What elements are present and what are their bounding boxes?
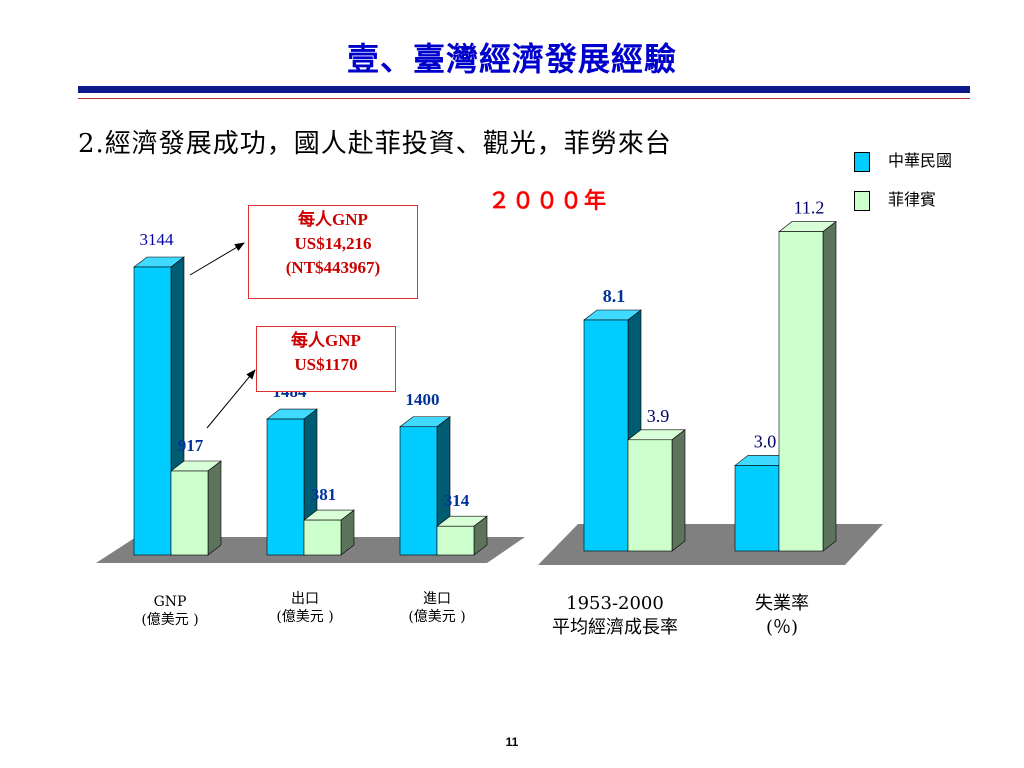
bar-c1-s1-0-side [207, 460, 222, 556]
legend-item-ph: 菲律賓 [854, 186, 936, 211]
callout-roc-line1: 每人GNP [298, 210, 368, 229]
page-number: 11 [505, 735, 519, 749]
bar-c1-s1-2 [436, 525, 475, 556]
bar-c1-s0-1 [266, 418, 305, 556]
page-title: 壹、臺灣經濟發展經驗 [346, 40, 677, 78]
category-label-import-text: 進口 (億美元 ) [408, 591, 466, 625]
label-c1-s1-0: 917 [178, 436, 204, 455]
label-c2-s0-1: 3.0 [754, 431, 777, 451]
bar-c2-s1-0-side [671, 429, 686, 552]
category-label-unemployment: 失業率 (％) [722, 592, 842, 640]
bar-c2-s0-0 [583, 319, 629, 552]
legend-swatch-roc [854, 151, 870, 172]
bar-c1-s0-2 [399, 426, 438, 556]
callout-ph-gnp: 每人GNP US$1170 [256, 326, 396, 392]
callout-roc-gnp: 每人GNP US$14,216 (NT$443967) [248, 205, 418, 299]
bar-c1-s0-0 [133, 266, 172, 556]
callout-arrow-roc-gnp [189, 242, 245, 276]
label-c2-s1-0: 3.9 [647, 406, 670, 426]
callout-roc-line3: (NT$443967) [285, 258, 381, 277]
title-rule-thick [78, 86, 970, 93]
category-label-gnp-text: GNP (億美元 ) [141, 594, 199, 628]
callout-ph-line1: 每人GNP [291, 331, 361, 350]
category-label-growth: 1953-2000 平均經濟成長率 [520, 592, 710, 640]
label-c1-s0-2: 1400 [406, 390, 440, 409]
legend-swatch-ph [854, 190, 870, 211]
category-label-gnp: GNP (億美元 ) [105, 593, 235, 629]
label-c1-s1-1: 381 [311, 485, 337, 504]
legend-item-roc: 中華民國 [854, 147, 952, 172]
slide-subtitle: 2.經濟發展成功，國人赴菲投資、觀光，菲勞來台 [78, 129, 672, 159]
bar-c2-s1-1-side [822, 220, 837, 552]
label-c2-s0-0: 8.1 [603, 286, 626, 306]
bar-c1-s1-0 [170, 470, 209, 556]
title-rule-thin [78, 98, 970, 99]
legend-label-roc: 中華民國 [888, 151, 953, 170]
year-label: ２０００年 [488, 188, 609, 214]
category-label-import: 進口 (億美元 ) [372, 590, 502, 626]
category-label-growth-text: 1953-2000 平均經濟成長率 [552, 593, 678, 638]
label-c2-s1-1: 11.2 [794, 198, 825, 218]
label-c1-s0-0: 3144 [140, 230, 175, 249]
category-label-export-text: 出口 (億美元 ) [276, 591, 334, 625]
callout-roc-line2: US$14,216 [294, 234, 372, 253]
legend-label-ph: 菲律賓 [888, 190, 937, 209]
bar-c2-s1-1 [778, 231, 824, 552]
bar-c2-s0-1 [734, 465, 780, 552]
callout-ph-line2: US$1170 [294, 355, 358, 374]
bar-c2-s1-0 [627, 439, 673, 552]
bar-c1-s1-1 [303, 519, 342, 556]
category-label-export: 出口 (億美元 ) [240, 590, 370, 626]
callout-arrow-ph-gnp [206, 369, 256, 429]
label-c1-s1-2: 314 [444, 491, 470, 510]
category-label-unemployment-text: 失業率 (％) [755, 593, 809, 638]
